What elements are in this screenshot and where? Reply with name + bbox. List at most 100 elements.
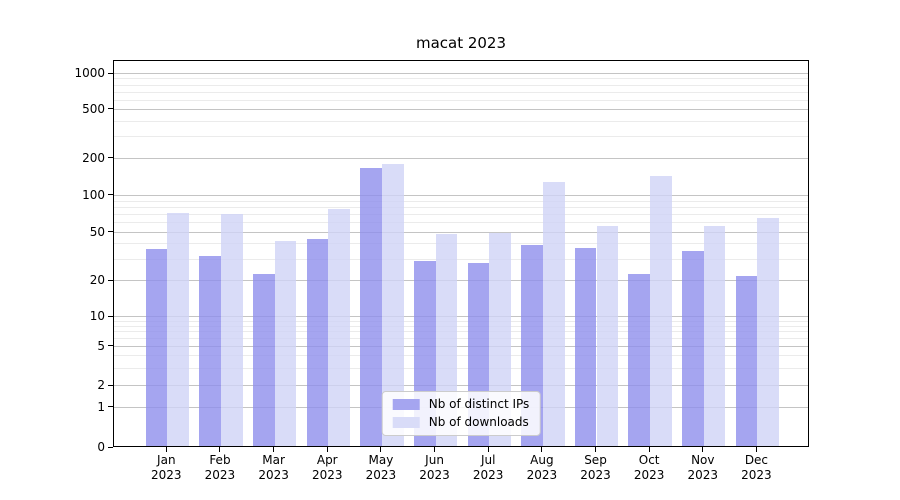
bar-may-downloads [381, 163, 404, 446]
bar-mar-downloads [274, 241, 297, 446]
gridline-major [114, 316, 808, 317]
x-tick-label-apr: Apr 2023 [311, 453, 343, 482]
x-tick-label-jan: Jan 2023 [151, 453, 182, 482]
legend-item-distinct-ips: Nb of distinct IPs [392, 397, 530, 411]
legend: Nb of distinct IPs Nb of downloads [381, 391, 541, 436]
gridline-minor [114, 325, 808, 327]
gridline-minor [114, 99, 808, 101]
x-tick-label-sep: Sep 2023 [580, 453, 611, 482]
bar-jan-ips [145, 249, 168, 446]
legend-item-downloads: Nb of downloads [392, 415, 530, 429]
x-tick-mark [434, 447, 436, 452]
x-tick-label-may: May 2023 [365, 453, 397, 482]
bar-oct-ips [628, 273, 651, 446]
bar-dec-ips [735, 276, 758, 446]
gridline-minor [114, 91, 808, 93]
y-tick-mark [108, 72, 113, 74]
gridline-minor [114, 213, 808, 215]
x-tick-mark [165, 447, 167, 452]
gridline-major [114, 385, 808, 386]
x-tick-mark [219, 447, 221, 452]
gridline-minor [114, 331, 808, 333]
bar-aug-downloads [542, 182, 565, 446]
y-tick-label-50: 50 [89, 224, 105, 239]
gridline-major [114, 231, 808, 233]
bar-feb-downloads [220, 213, 243, 446]
x-tick-label-feb: Feb 2023 [204, 453, 236, 482]
bar-jan-downloads [167, 212, 189, 446]
gridline-minor [114, 84, 808, 86]
plot-area: Nb of distinct IPs Nb of downloads [113, 60, 809, 447]
bar-mar-ips [252, 273, 275, 446]
gridline-minor [114, 355, 808, 357]
gridline-minor [114, 258, 808, 260]
x-tick-mark [380, 447, 382, 452]
bar-oct-downloads [650, 175, 672, 446]
legend-label-distinct-ips: Nb of distinct IPs [428, 397, 530, 411]
y-tick-label-5: 5 [97, 338, 105, 353]
gridline-major [114, 345, 808, 347]
x-tick-mark [755, 447, 757, 452]
bar-apr-ips [306, 238, 329, 446]
x-tick-label-dec: Dec 2023 [741, 453, 772, 482]
bar-apr-downloads [328, 209, 350, 446]
legend-swatch-downloads [392, 417, 420, 428]
y-tick-mark [108, 345, 113, 347]
y-tick-label-100: 100 [82, 187, 105, 202]
y-tick-label-500: 500 [82, 101, 105, 116]
legend-label-downloads: Nb of downloads [428, 415, 529, 429]
gridline-minor [114, 367, 808, 369]
bar-may-ips [360, 167, 382, 446]
gridline-major [114, 194, 808, 196]
gridline-minor [114, 136, 808, 138]
y-tick-label-0: 0 [97, 440, 105, 454]
y-tick-mark [108, 157, 113, 159]
bar-sep-ips [574, 247, 597, 446]
x-tick-label-jun: Jun 2023 [419, 453, 450, 482]
y-tick-mark [108, 194, 113, 196]
y-tick-label-20: 20 [89, 273, 105, 287]
x-tick-mark [326, 447, 328, 452]
gridline-minor [114, 338, 808, 340]
x-tick-mark [648, 447, 650, 452]
y-tick-label-2: 2 [97, 378, 105, 392]
x-tick-label-jul: Jul 2023 [472, 453, 504, 482]
x-tick-label-nov: Nov 2023 [687, 453, 719, 482]
y-tick-mark [108, 231, 113, 233]
y-tick-label-1000: 1000 [74, 66, 105, 80]
chart-title: macat 2023 [415, 34, 507, 52]
y-tick-mark [108, 108, 113, 110]
y-tick-mark [108, 406, 113, 408]
bar-dec-downloads [757, 218, 780, 446]
gridline-major [114, 280, 808, 281]
x-tick-mark [487, 447, 489, 452]
gridline-minor [114, 221, 808, 223]
gridline-minor [114, 320, 808, 322]
y-tick-label-10: 10 [89, 309, 105, 323]
gridline-minor [114, 120, 808, 122]
x-tick-label-mar: Mar 2023 [258, 453, 289, 482]
gridline-major [114, 108, 808, 110]
bar-nov-downloads [703, 225, 726, 446]
x-tick-label-aug: Aug 2023 [526, 453, 558, 482]
x-tick-mark [595, 447, 596, 452]
x-tick-mark [702, 447, 704, 452]
gridline-minor [114, 206, 808, 208]
gridline-major [114, 73, 808, 74]
gridline-minor [114, 78, 808, 80]
gridline-minor [114, 243, 808, 245]
legend-swatch-distinct-ips [392, 399, 420, 410]
y-tick-label-200: 200 [82, 150, 105, 165]
y-tick-mark [108, 384, 113, 386]
y-tick-mark [108, 315, 113, 317]
y-tick-mark [108, 279, 113, 281]
gridline-major [114, 157, 808, 159]
bar-sep-downloads [596, 225, 619, 446]
x-tick-mark [273, 447, 275, 452]
y-tick-mark [108, 446, 113, 448]
gridline-minor [114, 200, 808, 202]
x-tick-label-oct: Oct 2023 [633, 453, 665, 482]
y-tick-label-1: 1 [97, 399, 105, 414]
bar-nov-ips [682, 250, 704, 446]
